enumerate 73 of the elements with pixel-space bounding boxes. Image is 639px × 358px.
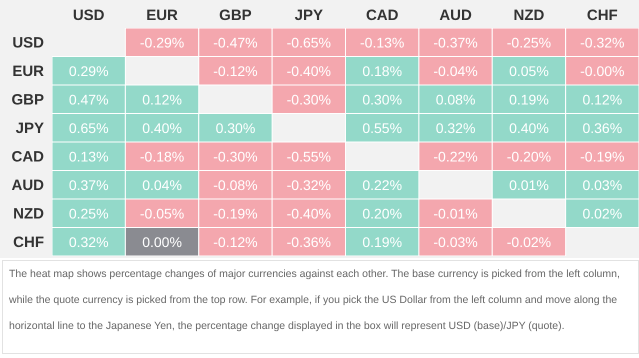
x-tick-label: JPY	[294, 7, 323, 24]
data-label: -0.03%	[433, 234, 478, 250]
x-tick-label: CAD	[366, 7, 399, 24]
data-label: -0.37%	[433, 34, 478, 50]
y-tick-label: GBP	[11, 92, 44, 109]
data-label: -0.19%	[580, 148, 624, 164]
data-label: -0.00%	[580, 62, 624, 79]
y-tick-label: CHF	[13, 234, 44, 252]
data-label: 0.30%	[362, 91, 402, 108]
data-label: 0.00%	[142, 234, 182, 250]
data-label: 0.18%	[362, 62, 402, 79]
data-label: -0.13%	[360, 34, 404, 50]
data-label: -0.36%	[286, 234, 331, 250]
x-tick-label: EUR	[146, 7, 178, 24]
y-tick-label: EUR	[12, 63, 44, 80]
data-label: -0.22%	[433, 148, 478, 164]
data-label: -0.55%	[286, 148, 331, 164]
data-label: -0.32%	[286, 176, 331, 193]
data-label: 0.25%	[68, 205, 109, 222]
data-label: 0.40%	[509, 120, 549, 136]
data-label: 0.47%	[68, 91, 109, 108]
data-label: -0.18%	[140, 148, 184, 164]
data-label: -0.08%	[213, 176, 258, 193]
data-label: -0.20%	[506, 148, 552, 164]
data-label: -0.30%	[286, 91, 331, 108]
text: The heat map shows percentage changes of major currencies against each other. The base currency is picked from the left column, while the quote currency is picked from the top row. For example, if you pick the US Dollar from the left column and move along the horizontal line to the Japanese Yen, the percentage change displayed in the box will represent USD (base)/JPY (quote).	[9, 268, 620, 332]
data-label: -0.12%	[213, 62, 258, 79]
data-label: 0.05%	[509, 62, 549, 79]
data-label: 0.19%	[509, 91, 549, 108]
data-label: 0.40%	[142, 120, 182, 136]
x-tick-label: USD	[72, 7, 105, 24]
data-label: -0.40%	[286, 205, 331, 222]
x-tick-label: AUD	[439, 7, 472, 24]
data-label: -0.02%	[506, 234, 552, 250]
data-label: 0.08%	[436, 91, 476, 108]
x-tick-label: NZD	[514, 7, 545, 24]
data-label: -0.40%	[286, 62, 331, 79]
x-tick-label: CHF	[586, 7, 618, 24]
data-label: -0.29%	[140, 34, 184, 50]
data-label: 0.32%	[436, 120, 476, 136]
data-label: 0.65%	[68, 120, 109, 136]
data-label: 0.04%	[142, 176, 182, 193]
y-tick-label: CAD	[12, 148, 44, 166]
data-label: -0.65%	[286, 34, 331, 50]
x-tick-label: GBP	[219, 7, 252, 24]
data-label: -0.05%	[140, 205, 184, 222]
y-tick-label: AUD	[12, 177, 44, 194]
data-label: 0.30%	[216, 120, 256, 136]
data-label: 0.01%	[509, 176, 549, 193]
data-label: 0.19%	[362, 234, 402, 250]
data-label: 0.55%	[362, 120, 402, 136]
y-tick-label: NZD	[13, 206, 44, 223]
data-label: -0.30%	[213, 148, 258, 164]
data-label: 0.12%	[142, 91, 182, 108]
data-label: 0.37%	[68, 176, 109, 193]
data-label: -0.47%	[213, 34, 258, 50]
data-label: 0.20%	[362, 205, 402, 222]
data-label: -0.32%	[580, 34, 624, 50]
data-label: 0.36%	[582, 120, 622, 136]
data-label: -0.04%	[433, 62, 478, 79]
y-tick-label: JPY	[16, 120, 44, 138]
data-label: 0.29%	[68, 62, 109, 79]
data-label: 0.32%	[68, 234, 109, 250]
data-label: 0.13%	[68, 148, 109, 164]
data-label: -0.19%	[213, 205, 258, 222]
data-label: 0.03%	[582, 176, 622, 193]
data-label: 0.22%	[362, 176, 402, 193]
data-label: -0.25%	[506, 34, 552, 50]
data-label: 0.02%	[582, 205, 622, 222]
data-label: -0.12%	[213, 234, 258, 250]
data-label: -0.01%	[433, 205, 478, 222]
y-tick-label: USD	[12, 34, 44, 52]
data-label: 0.12%	[582, 91, 622, 108]
